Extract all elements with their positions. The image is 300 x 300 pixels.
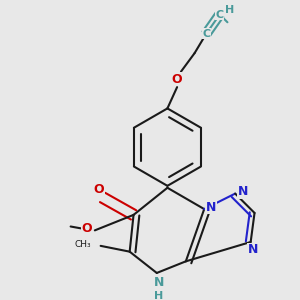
Text: C: C — [202, 29, 210, 39]
Text: H: H — [225, 5, 234, 15]
Text: O: O — [172, 73, 182, 86]
Text: N: N — [154, 276, 164, 289]
Text: N: N — [206, 201, 216, 214]
Text: C: C — [216, 10, 224, 20]
Text: N: N — [248, 243, 258, 256]
Text: O: O — [93, 183, 104, 196]
Text: CH₃: CH₃ — [74, 240, 91, 249]
Text: H: H — [154, 291, 163, 300]
Text: O: O — [82, 222, 92, 235]
Text: N: N — [238, 185, 248, 198]
